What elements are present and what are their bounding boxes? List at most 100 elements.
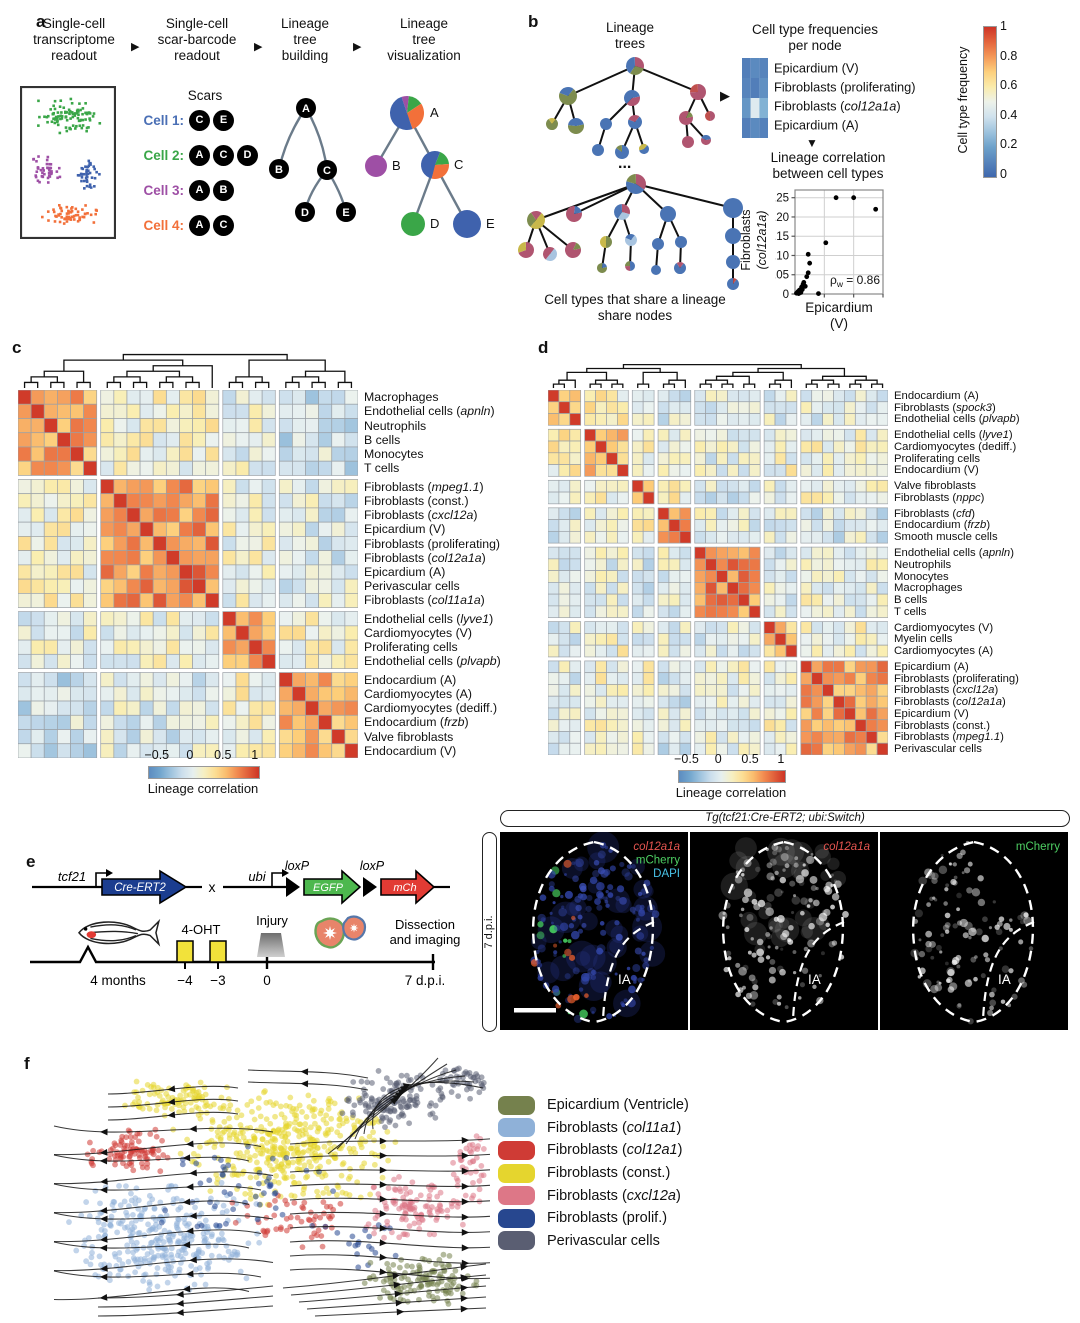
tissue-blob: [742, 896, 749, 904]
tissue-blob: [1011, 993, 1018, 1000]
heatmap-row-label: Cardiomyocytes (dediff.): [894, 440, 1017, 453]
heatmap-row-label: Epicardium (A): [894, 660, 969, 673]
tissue-blob: [564, 890, 573, 899]
tissue-blob: [558, 940, 562, 944]
tissue-blob: [725, 925, 730, 930]
scatter-ylabel-line1: Fibroblasts: [739, 209, 753, 271]
streamline: [97, 1295, 274, 1308]
tissue-blob: [782, 930, 790, 938]
flow-arrow-icon: [182, 1285, 191, 1293]
streamline: [289, 1169, 490, 1173]
flow-arrow-icon: [461, 1213, 470, 1221]
tissue-blob: [925, 930, 933, 938]
tree-edge: [573, 183, 637, 215]
tissue-blob: [607, 884, 614, 891]
tissue-haze: [606, 937, 627, 958]
pie-node: [682, 136, 694, 148]
flow-arrow-icon: [460, 1295, 469, 1302]
tissue-blob: [925, 940, 932, 948]
channel-label: col12a1a: [633, 841, 680, 853]
tissue-blob: [751, 952, 757, 958]
tissue-blob: [794, 856, 799, 861]
flow-arrow-icon: [176, 1290, 184, 1298]
tissue-blob: [632, 963, 641, 972]
pie-node: [639, 144, 649, 154]
streamline: [53, 1229, 262, 1243]
tissue-blob: [784, 863, 790, 869]
tissue-blob: [738, 966, 747, 976]
tissue-blob: [649, 945, 655, 951]
pie-node-D: [401, 212, 425, 236]
tissue-haze: [575, 951, 591, 966]
tissue-blob: [548, 885, 555, 892]
flow-arrow-icon: [396, 1308, 405, 1316]
lineage-trees-title: Lineage trees: [605, 20, 655, 52]
tree-edge: [277, 107, 307, 170]
tissue-blob: [596, 947, 604, 955]
channel-label: DAPI: [653, 868, 680, 880]
cell-name: Cell 4:: [143, 217, 184, 233]
tissue-blob: [642, 962, 650, 970]
heatmap-c-colorbar-ticks: −0.5 0 0.5 1: [144, 748, 258, 762]
pie-node: [527, 211, 545, 229]
heatmap-row-label: Monocytes: [894, 570, 949, 583]
tissue-blob: [830, 904, 835, 910]
tissue-blob: [567, 939, 572, 944]
flow-arrow-icon: [189, 1125, 197, 1133]
pie-node: [726, 255, 740, 269]
tissue-blob: [987, 1009, 994, 1016]
flow-arrow-icon: [461, 1183, 470, 1190]
heatmap-d-row-labels: Endocardium (A) Fibroblasts (spock3) Endot…: [894, 390, 1074, 755]
tissue-haze: [774, 917, 800, 943]
scatter-x-axis-label: Epicardium (V): [805, 300, 873, 332]
tissue-blob: [830, 873, 834, 877]
dendrogram-link: [558, 379, 576, 388]
tissue-haze: [801, 916, 827, 942]
flow-arrow-icon: [379, 1195, 388, 1203]
tree-edge: [535, 183, 637, 221]
timeline-line: [30, 944, 435, 964]
pie-node-A: [390, 96, 424, 130]
streamline: [289, 1254, 490, 1264]
tissue-blob: [947, 968, 955, 977]
streamline: [289, 1240, 490, 1249]
heatmap-row-label: Fibroblasts (spock3): [894, 401, 996, 414]
tissue-blob: [636, 917, 640, 922]
flow-arrow-icon: [300, 1068, 309, 1076]
tissue-haze: [590, 971, 612, 993]
tissue-blob: [797, 996, 802, 1000]
pie-node: [625, 261, 635, 271]
tissue-blob: [807, 939, 816, 948]
tissue-blob: [771, 844, 779, 851]
heatmap-row-label: Endothelial cells (apnln): [894, 546, 1014, 559]
cell-cluster: [32, 155, 62, 184]
heatmap-d-colorbar-ticks: −0.5 0 0.5 1: [674, 752, 784, 766]
tissue-blob: [784, 845, 790, 851]
legend-item: Fibroblasts (col11a1): [498, 1117, 689, 1140]
timepoint-side-pill: 7 d.p.i.: [482, 832, 497, 1032]
image-background: [500, 832, 688, 1030]
pie-node: [701, 135, 711, 146]
heatmap-row-label: Smooth muscle cells: [894, 531, 998, 544]
streamline: [53, 1200, 250, 1214]
heatmap-row-label: Fibroblasts (mpeg1.1): [894, 731, 1004, 744]
dendrogram-link: [566, 371, 608, 381]
dendrogram-link: [805, 383, 818, 388]
tissue-blob: [537, 975, 544, 981]
flow-arrow-icon: [176, 1309, 184, 1316]
tissue-blob: [950, 878, 957, 886]
tissue-blob: [981, 934, 989, 943]
tissue-blob: [572, 875, 579, 883]
freq-cell: [750, 98, 760, 118]
tissue-blob: [983, 952, 989, 958]
tissue-blob: [815, 886, 819, 891]
tree-node: [317, 160, 337, 180]
tissue-haze: [814, 844, 829, 859]
y-tick-label: 0.15: [775, 231, 789, 243]
colorbar-tick-label: 0: [186, 748, 194, 762]
tissue-blob: [784, 1005, 789, 1010]
flow-arrow-icon: [300, 1080, 309, 1088]
trees-ellipsis: ...: [618, 155, 632, 172]
tissue-blob: [604, 899, 609, 904]
tissue-blob: [563, 938, 568, 943]
